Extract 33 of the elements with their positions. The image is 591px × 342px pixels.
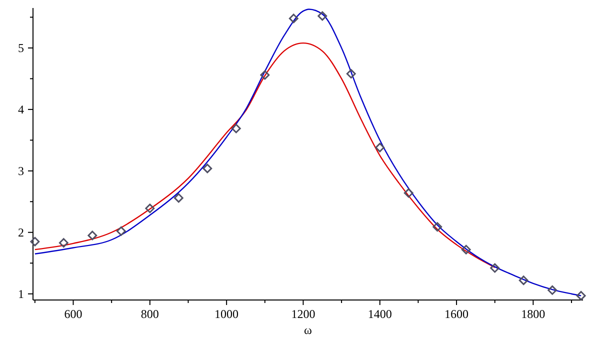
point [576,290,586,300]
point [58,238,68,248]
x-tick-label: 1200 [291,307,316,321]
y-tick-label: 4 [18,102,24,116]
y-tick-label: 2 [18,225,24,240]
x-axis-title: ω [304,323,312,337]
point [116,226,126,236]
point [174,193,184,203]
point [432,222,442,232]
x-tick-label: 600 [64,307,82,321]
point [461,244,471,254]
point [490,263,500,273]
x-tick-label: 1400 [368,307,392,321]
y-tick-label: 3 [18,164,24,178]
x-tick-label: 1800 [521,307,546,321]
point [375,142,385,152]
point [346,69,356,78]
x-tick-label: 1000 [214,307,239,321]
y-tick-label: 5 [18,40,24,55]
point [145,204,155,214]
point [88,230,98,240]
point [202,164,212,174]
point [30,236,40,246]
point [548,285,558,295]
x-tick-label: 1600 [444,307,469,321]
x-tick-label: 800 [140,307,159,321]
y-tick-label: 1 [18,286,24,301]
point [518,276,528,286]
point [404,188,414,198]
point [288,14,298,24]
point [260,70,270,80]
point [231,124,241,134]
point [318,11,328,21]
